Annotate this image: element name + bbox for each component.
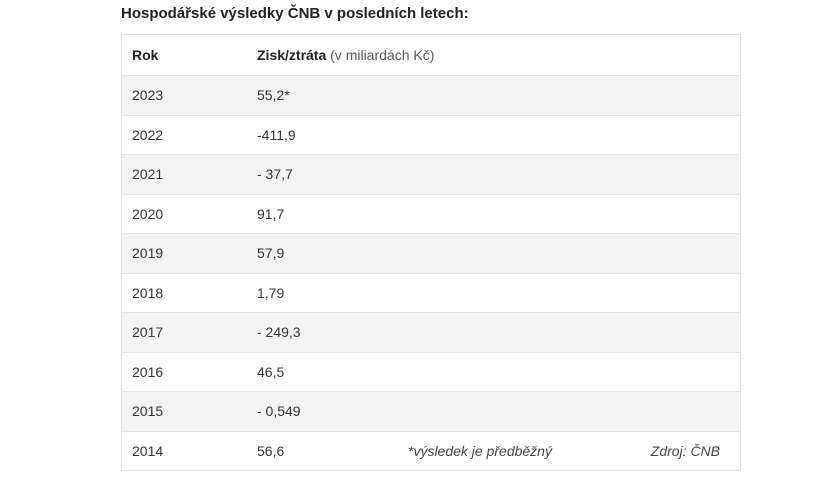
- table-row: 2020 91,7: [122, 193, 740, 234]
- value-cell: - 0,549: [257, 403, 301, 420]
- year-cell: 2018: [132, 284, 164, 301]
- header-unit: (v miliardách Kč): [330, 47, 435, 63]
- table-row: 2016 46,5: [122, 351, 740, 392]
- year-cell: 2017: [132, 324, 164, 341]
- table: Rok Zisk/ztráta (v miliardách Kč) 2023 55…: [121, 34, 741, 471]
- table-row: 2015 - 0,549: [122, 391, 740, 431]
- table-row: 2022 -411,9: [122, 114, 740, 155]
- year-cell: 2020: [132, 205, 164, 222]
- year-cell: 2022: [132, 126, 164, 143]
- title: Hospodářské výsledky ČNB v posledních le…: [121, 5, 469, 22]
- header-row: Rok Zisk/ztráta (v miliardách Kč): [122, 35, 740, 75]
- value-cell: 91,7: [257, 205, 285, 222]
- value-cell: 1,79: [257, 284, 285, 301]
- table-row: 2017 - 249,3: [122, 312, 740, 352]
- value-cell: -411,9: [257, 126, 296, 143]
- table-row: 2021 - 37,7: [122, 154, 740, 194]
- year-cell: 2014: [132, 442, 164, 459]
- header-value: Zisk/ztráta (v miliardách Kč): [257, 47, 434, 63]
- year-cell: 2016: [132, 363, 164, 380]
- table-row: 2014 56,6 *výsledek je předběžný Zdroj: ČNB: [122, 430, 740, 471]
- value-cell: - 37,7: [257, 166, 293, 183]
- table-row: 2019 57,9: [122, 233, 740, 273]
- value-cell: - 249,3: [257, 324, 301, 341]
- header-year: Rok: [132, 47, 159, 63]
- year-cell: 2021: [132, 166, 164, 183]
- year-cell: 2015: [132, 403, 164, 420]
- value-cell: 57,9: [257, 245, 285, 262]
- year-cell: 2019: [132, 245, 164, 262]
- header-value-label: Zisk/ztráta: [257, 47, 327, 63]
- value-cell: 46,5: [257, 363, 285, 380]
- year-cell: 2023: [132, 87, 164, 104]
- table-row: 2023 55,2*: [122, 75, 740, 115]
- value-cell: 56,6: [257, 442, 285, 459]
- source: Zdroj: ČNB: [650, 442, 720, 459]
- value-cell: 55,2*: [257, 87, 290, 104]
- footnote: *výsledek je předběžný: [408, 442, 552, 459]
- table-row: 2018 1,79: [122, 272, 740, 313]
